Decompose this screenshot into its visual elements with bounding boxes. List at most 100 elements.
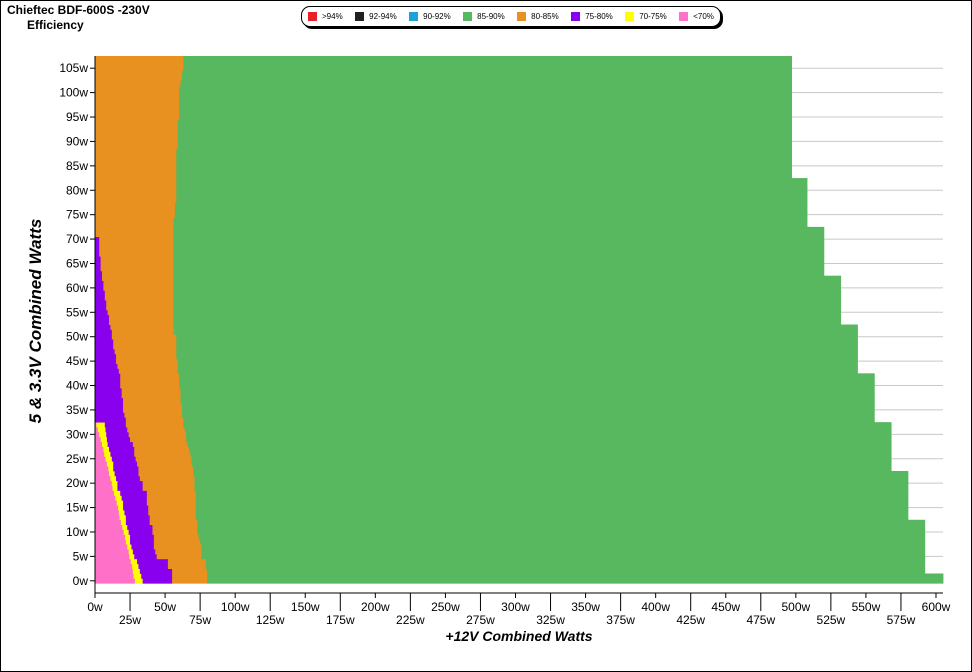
y-tick-label: 25w — [66, 452, 88, 466]
cell-75-80pct — [95, 309, 109, 316]
cell-75-80pct — [117, 485, 144, 491]
cell-75-80pct — [120, 490, 148, 496]
cell-85-90pct — [176, 158, 793, 164]
cell-85-90pct — [194, 485, 909, 491]
cell-75-80pct — [125, 519, 151, 526]
x-tick-label: 150w — [291, 600, 320, 614]
cell-80-85pct — [138, 466, 194, 472]
legend-swatch — [571, 12, 581, 21]
cell-75-80pct — [117, 480, 144, 486]
cell-80-85pct — [123, 402, 183, 408]
cell-80-85pct — [172, 578, 208, 584]
cell-lt-70pct — [95, 534, 126, 540]
cell-80-85pct — [95, 60, 184, 67]
cell-80-85pct — [110, 324, 174, 330]
cell-lt-70pct — [95, 485, 113, 491]
cell-80-85pct — [95, 80, 181, 86]
cell-85-90pct — [177, 119, 793, 125]
y-tick-label: 85w — [66, 159, 88, 173]
cell-80-85pct — [128, 431, 187, 438]
x-tick-label: 500w — [781, 600, 810, 614]
cell-75-80pct — [95, 236, 100, 242]
cell-80-85pct — [95, 56, 184, 62]
cell-80-85pct — [172, 573, 208, 579]
cell-70-75pct — [96, 422, 106, 428]
cell-80-85pct — [95, 168, 177, 174]
cell-85-90pct — [195, 510, 909, 516]
cell-85-90pct — [176, 163, 793, 169]
cell-85-90pct — [173, 236, 825, 242]
cell-85-90pct — [183, 60, 793, 67]
cell-80-85pct — [103, 285, 174, 291]
cell-85-90pct — [183, 417, 875, 423]
cell-85-90pct — [186, 436, 892, 443]
cell-75-80pct — [95, 407, 124, 413]
cell-85-90pct — [181, 402, 875, 408]
cell-75-80pct — [95, 261, 102, 267]
cell-85-90pct — [198, 534, 926, 540]
cell-80-85pct — [138, 470, 194, 477]
cell-75-80pct — [138, 563, 169, 569]
cell-80-85pct — [95, 129, 179, 135]
cell-lt-70pct — [95, 568, 134, 574]
cell-80-85pct — [95, 212, 176, 218]
x-tick-label: 200w — [361, 600, 390, 614]
cell-75-80pct — [95, 339, 114, 345]
x-tick-label: 225w — [396, 613, 425, 627]
cell-85-90pct — [197, 529, 926, 535]
cell-75-80pct — [95, 285, 104, 291]
cell-75-80pct — [109, 446, 135, 452]
legend-swatch — [355, 12, 365, 21]
cell-75-80pct — [113, 466, 139, 472]
cell-85-90pct — [181, 75, 793, 81]
cell-75-80pct — [95, 304, 107, 311]
cell-75-80pct — [106, 431, 130, 438]
legend-swatch — [409, 12, 419, 21]
cell-85-90pct — [173, 226, 825, 233]
x-tick-label: 275w — [466, 613, 495, 627]
cell-lt-70pct — [95, 544, 128, 550]
cell-85-90pct — [205, 558, 926, 565]
cell-80-85pct — [139, 475, 195, 482]
cell-70-75pct — [128, 549, 134, 555]
cell-80-85pct — [132, 441, 188, 447]
cell-80-85pct — [95, 95, 180, 101]
cell-85-90pct — [177, 363, 858, 369]
cell-85-90pct — [173, 217, 808, 223]
cell-lt-70pct — [95, 558, 132, 565]
cell-75-80pct — [95, 314, 110, 321]
x-tick-label: 525w — [817, 613, 846, 627]
cell-70-75pct — [106, 461, 114, 467]
cell-85-90pct — [195, 490, 909, 496]
cell-75-80pct — [128, 529, 153, 535]
cell-75-80pct — [124, 510, 149, 516]
cell-70-75pct — [129, 553, 135, 560]
cell-85-90pct — [176, 192, 808, 198]
cell-75-80pct — [95, 246, 100, 252]
cell-75-80pct — [125, 514, 151, 521]
cell-lt-70pct — [95, 436, 102, 443]
cell-75-80pct — [105, 427, 128, 433]
cell-75-80pct — [95, 397, 124, 404]
y-tick-label: 75w — [66, 208, 88, 222]
cell-85-90pct — [179, 104, 793, 111]
cell-70-75pct — [118, 505, 124, 511]
cell-80-85pct — [95, 192, 177, 198]
cell-80-85pct — [99, 241, 174, 247]
cell-85-90pct — [176, 344, 858, 350]
cell-75-80pct — [104, 422, 127, 428]
x-tick-label: 375w — [606, 613, 635, 627]
cell-80-85pct — [146, 500, 197, 506]
cell-70-75pct — [104, 451, 111, 457]
cell-80-85pct — [103, 280, 174, 286]
y-tick-label: 100w — [59, 86, 88, 100]
cell-lt-70pct — [95, 505, 119, 511]
cell-85-90pct — [173, 251, 825, 257]
cell-80-85pct — [125, 417, 184, 423]
cell-85-90pct — [193, 470, 909, 477]
legend-label: >94% — [322, 12, 343, 21]
cell-85-90pct — [176, 353, 858, 360]
cell-85-90pct — [205, 563, 926, 569]
cell-85-90pct — [176, 339, 858, 345]
cell-70-75pct — [111, 480, 118, 486]
